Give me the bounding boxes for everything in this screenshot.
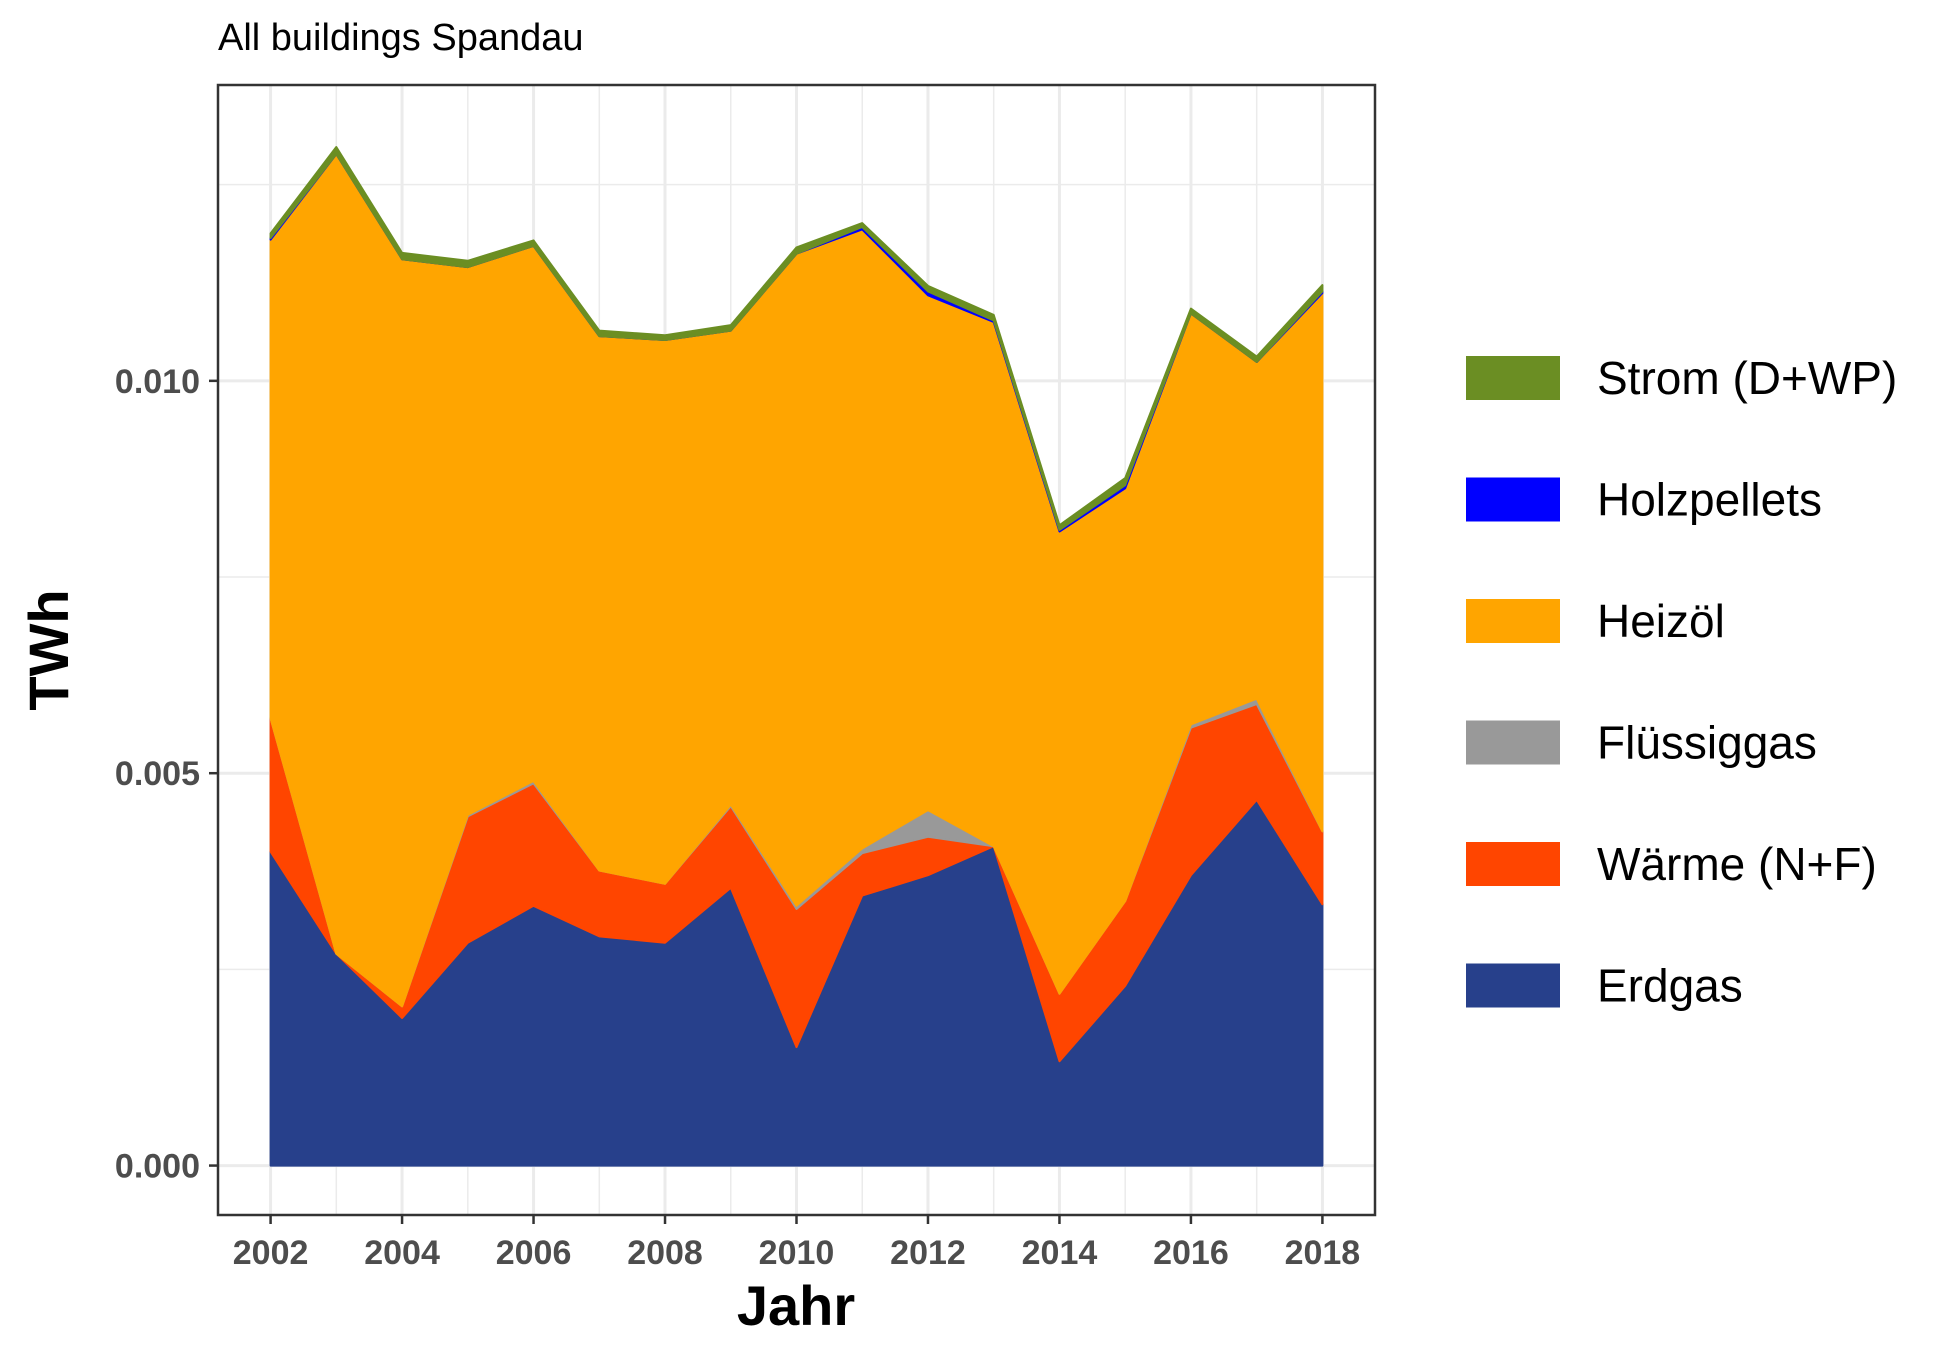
x-tick-label: 2008 (627, 1234, 703, 1272)
legend-key-fl-ssiggas (1466, 720, 1560, 765)
y-tick-label: 0.005 (115, 755, 200, 793)
legend-label-fl-ssiggas: Flüssiggas (1597, 717, 1817, 769)
legend-key-heiz-l (1466, 599, 1560, 643)
legend-key-holzpellets (1466, 477, 1560, 522)
y-axis-title: TWh (17, 589, 80, 710)
y-tick-label: 0.010 (115, 363, 200, 401)
legend: Strom (D+WP) Holzpellets Heizöl Flüssiggas W… (1466, 352, 1897, 1012)
x-tick-label: 2018 (1285, 1234, 1361, 1272)
legend-label-w-rme-n-f: Wärme (N+F) (1597, 838, 1877, 890)
legend-label-erdgas: Erdgas (1597, 960, 1743, 1012)
x-tick-label: 2006 (496, 1234, 572, 1272)
area-strom-d-wp (269, 146, 1324, 531)
legend-label-strom-d-wp: Strom (D+WP) (1597, 352, 1897, 404)
y-tick-label: 0.000 (115, 1148, 200, 1186)
x-tick-label: 2012 (890, 1234, 966, 1272)
legend-label-heiz-l: Heizöl (1597, 595, 1725, 647)
x-tick-label: 2002 (233, 1234, 309, 1272)
x-tick-label: 2004 (364, 1234, 440, 1272)
x-tick-label: 2016 (1153, 1234, 1229, 1272)
x-axis: 2002 2004 2006 2008 2010 2012 2014 2016 2018 (233, 1215, 1360, 1272)
area-series (269, 146, 1324, 1167)
legend-key-w-rme-n-f (1466, 842, 1560, 886)
y-axis: 0.000 0.005 0.010 (115, 363, 218, 1186)
chart-title: All buildings Spandau (218, 17, 584, 59)
legend-key-strom-d-wp (1466, 356, 1560, 400)
x-axis-title: Jahr (737, 1274, 855, 1337)
x-tick-label: 2010 (759, 1234, 835, 1272)
legend-key-erdgas (1466, 963, 1560, 1008)
legend-label-holzpellets: Holzpellets (1597, 474, 1822, 526)
x-tick-label: 2014 (1022, 1234, 1098, 1272)
